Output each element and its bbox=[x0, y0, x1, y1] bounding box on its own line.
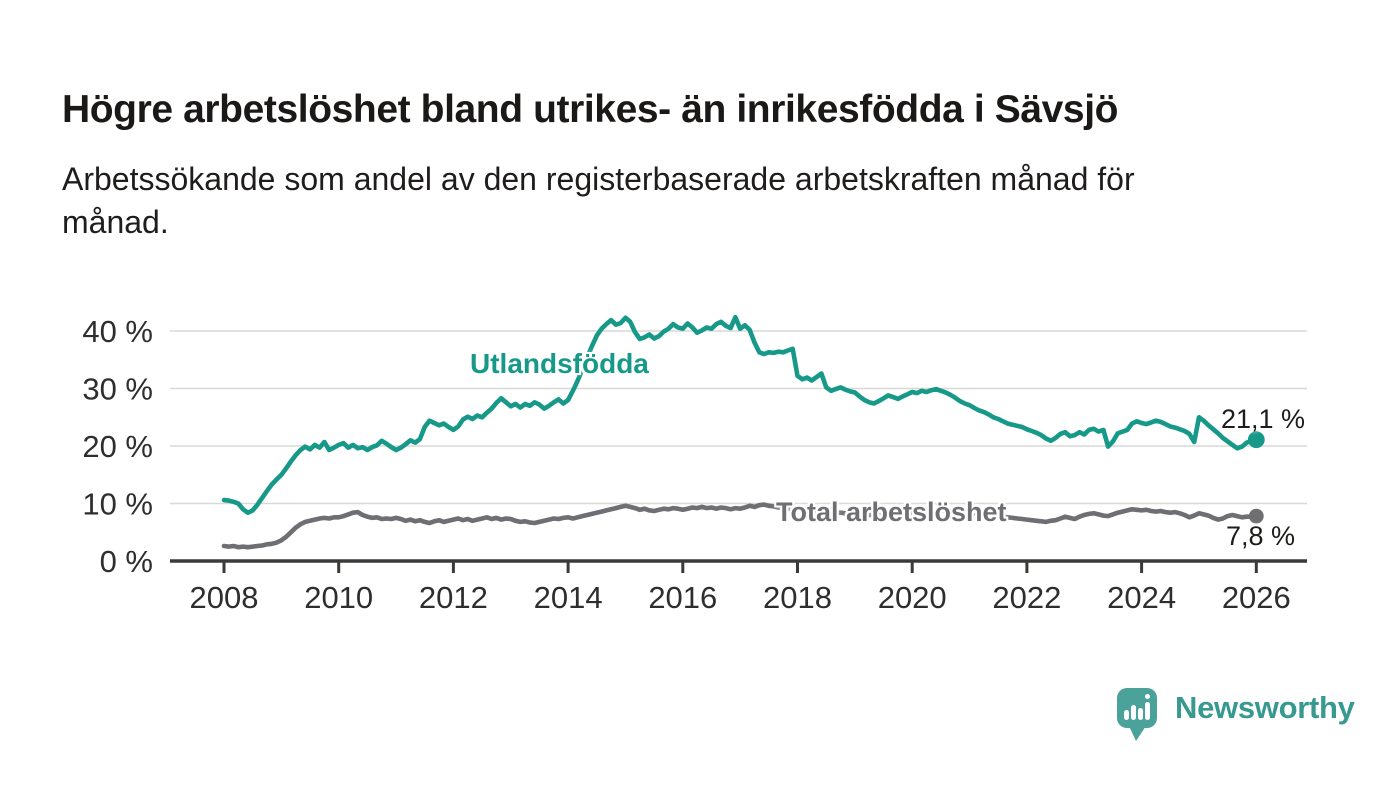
end-dot-utlandsf-dda bbox=[1247, 431, 1265, 449]
x-tick-label-2026: 2026 bbox=[1222, 580, 1291, 615]
page-title: Högre arbetslöshet bland utrikes- än inr… bbox=[62, 88, 1119, 132]
newsworthy-logo-text: Newsworthy bbox=[1175, 690, 1355, 725]
series-label-total-arbetsloshet: Total arbetslöshet bbox=[776, 497, 1007, 527]
line-total-arbetsl-shet bbox=[221, 502, 1259, 550]
x-tick-label-2014: 2014 bbox=[534, 580, 603, 615]
x-tick-label-2022: 2022 bbox=[992, 580, 1061, 615]
x-tick-label-2010: 2010 bbox=[304, 580, 373, 615]
y-tick-label-20: 20 % bbox=[82, 429, 153, 464]
x-tick-label-2020: 2020 bbox=[878, 580, 947, 615]
x-tick-label-2012: 2012 bbox=[419, 580, 488, 615]
y-tick-label-0: 0 % bbox=[100, 544, 153, 579]
x-tick-label-2024: 2024 bbox=[1107, 580, 1176, 615]
end-value-label-utlandsfodda: 21,1 % bbox=[1221, 404, 1306, 434]
y-tick-label-30: 30 % bbox=[82, 372, 153, 407]
newsworthy-bubble-chart-icon bbox=[1117, 688, 1157, 741]
end-value-label-total: 7,8 % bbox=[1226, 521, 1296, 551]
subtitle-line-1: Arbetssökande som andel av den registerb… bbox=[62, 161, 1135, 197]
end-dot-total-arbetsl-shet bbox=[1248, 508, 1264, 524]
x-tick-label-2016: 2016 bbox=[648, 580, 717, 615]
x-tick-label-2008: 2008 bbox=[190, 580, 259, 615]
series-label-utlandsfodda: Utlandsfödda bbox=[470, 348, 649, 379]
y-tick-label-40: 40 % bbox=[82, 314, 153, 349]
x-tick-label-2018: 2018 bbox=[763, 580, 832, 615]
y-tick-label-10: 10 % bbox=[82, 487, 153, 522]
page-subtitle: Arbetssökande som andel av den registerb… bbox=[62, 158, 1342, 244]
line-utlandsf-dda bbox=[221, 314, 1259, 516]
subtitle-line-2: månad. bbox=[62, 204, 169, 240]
newsworthy-logo: Newsworthy bbox=[1115, 686, 1355, 748]
